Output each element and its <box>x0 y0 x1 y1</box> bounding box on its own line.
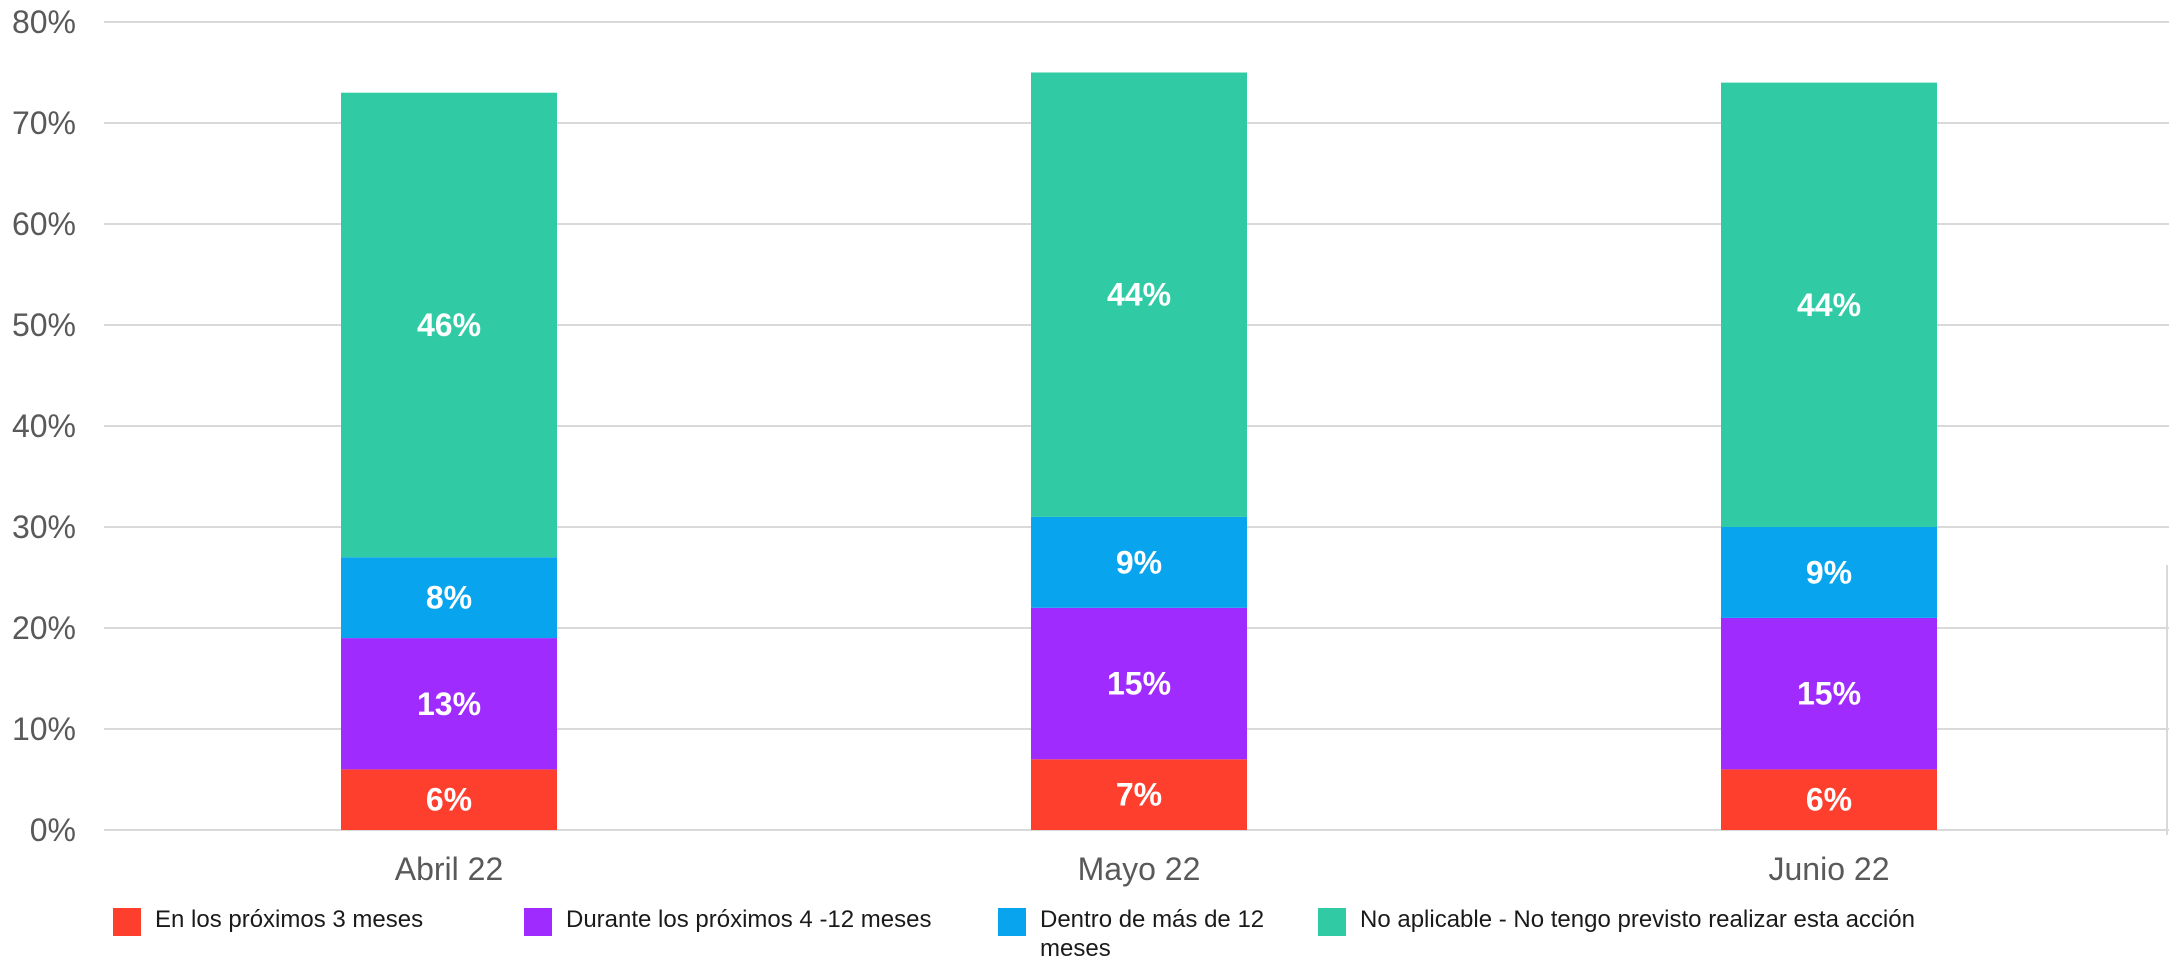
data-label: 13% <box>417 686 481 722</box>
bar-segment <box>1721 82 1937 527</box>
data-label: 7% <box>1116 777 1162 813</box>
y-tick-label: 20% <box>12 610 76 646</box>
y-tick-label: 30% <box>12 509 76 545</box>
data-label: 6% <box>1806 782 1852 818</box>
y-tick-label: 0% <box>30 812 76 848</box>
bar-segment <box>1721 617 1937 770</box>
y-tick-label: 10% <box>12 711 76 747</box>
bar-segment <box>1031 516 1247 608</box>
legend-item: Dentro de más de 12 meses <box>998 905 1288 963</box>
y-tick-label: 60% <box>12 206 76 242</box>
legend-label: Durante los próximos 4 -12 meses <box>566 906 932 933</box>
data-label: 8% <box>426 580 472 616</box>
legend-swatch <box>524 908 552 936</box>
y-tick-label: 40% <box>12 408 76 444</box>
legend-item: Durante los próximos 4 -12 meses <box>524 905 974 936</box>
bar-segment <box>1031 607 1247 760</box>
legend-label: Dentro de más de 12 meses <box>1040 906 1265 962</box>
data-label: 9% <box>1806 554 1852 590</box>
data-label: 6% <box>426 782 472 818</box>
y-axis: 0% 10% 20% 30% 40% 50% 60% 70% 80% <box>12 4 76 848</box>
bar-segment <box>1721 527 1937 618</box>
x-axis: Abril 22 Mayo 22 Junio 22 <box>395 851 1890 887</box>
bars: 6% 13% 8% 46% 7% 15% 9% 44% 6% 15% 9% 44% <box>341 72 1937 830</box>
bar-segment <box>341 769 557 830</box>
y-tick-label: 50% <box>12 307 76 343</box>
legend-label: En los próximos 3 meses <box>155 906 424 933</box>
data-label: 44% <box>1797 287 1861 323</box>
legend-item: En los próximos 3 meses <box>113 905 493 936</box>
bar-segment <box>1721 769 1937 830</box>
legend-label: No aplicable - No tengo previsto realiza… <box>1360 906 1915 933</box>
legend-swatch <box>998 908 1026 936</box>
x-tick-label: Junio 22 <box>1769 851 1890 887</box>
legend: En los próximos 3 meses Durante los próxi… <box>0 905 2169 964</box>
bar-segment <box>1031 759 1247 830</box>
data-label: 44% <box>1107 277 1171 313</box>
data-label: 9% <box>1116 544 1162 580</box>
legend-item: No aplicable - No tengo previsto realiza… <box>1318 905 2138 936</box>
x-tick-label: Mayo 22 <box>1078 851 1201 887</box>
stacked-bar-chart: 0% 10% 20% 30% 40% 50% 60% 70% 80% 6% 13% 8% 46% 7% 1… <box>12 4 2169 887</box>
y-tick-label: 70% <box>12 105 76 141</box>
legend-swatch <box>113 908 141 936</box>
bar-segment <box>341 638 557 770</box>
data-label: 15% <box>1107 666 1171 702</box>
data-label: 15% <box>1797 676 1861 712</box>
bar-segment <box>341 557 557 639</box>
legend-swatch <box>1318 908 1346 936</box>
x-tick-label: Abril 22 <box>395 851 504 887</box>
data-label: 46% <box>417 307 481 343</box>
y-tick-label: 80% <box>12 4 76 40</box>
bar-segment <box>1031 72 1247 517</box>
bar-segment <box>341 92 557 558</box>
